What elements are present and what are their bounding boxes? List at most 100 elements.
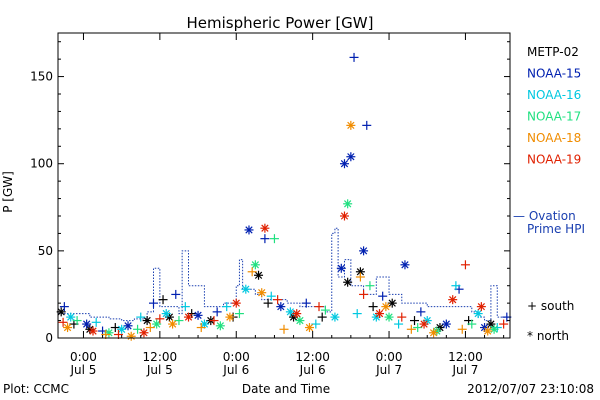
- marker-stroke: [143, 316, 151, 325]
- noaa-19-north-point: [476, 302, 486, 312]
- noaa-16-south-point: [352, 309, 362, 319]
- noaa-15-south-point: [301, 298, 311, 308]
- marker-stroke: [261, 224, 269, 232]
- chart-title: Hemispheric Power [GW]: [187, 14, 374, 32]
- plot-timestamp: 2012/07/07 23:10:08: [467, 382, 594, 396]
- noaa-18-south-point: [247, 267, 257, 277]
- marker-stroke: [343, 200, 352, 208]
- noaa-18-south-point: [406, 324, 416, 334]
- x-tick-time-label: 12:00: [295, 350, 330, 364]
- noaa-19-south-point: [273, 295, 283, 305]
- noaa-15-north-point: [441, 319, 451, 329]
- marker-stroke: [251, 261, 260, 269]
- noaa-16-south-point: [91, 317, 101, 327]
- marker-stroke: [63, 323, 72, 332]
- noaa-19-north-point: [260, 223, 270, 233]
- noaa-18-north-point: [381, 302, 391, 312]
- marker-stroke: [67, 313, 75, 321]
- noaa-17-south-point: [365, 281, 375, 291]
- marker-stroke: [331, 313, 339, 321]
- noaa-15-north-point: [123, 321, 133, 331]
- marker-stroke: [226, 313, 234, 321]
- legend-noaa-16: NOAA-16: [527, 88, 581, 102]
- noaa-16-south-point: [394, 319, 404, 329]
- noaa-16-north-point: [241, 284, 251, 294]
- legend-noaa-15: NOAA-15: [527, 67, 581, 81]
- marker-stroke: [293, 309, 301, 318]
- noaa-17-north-point: [489, 324, 499, 334]
- metp-02-north-point: [387, 298, 397, 308]
- marker-stroke: [286, 308, 295, 316]
- noaa-19-north-point: [184, 312, 194, 322]
- noaa-15-north-point: [82, 319, 92, 329]
- noaa-19-south-point: [359, 289, 369, 299]
- noaa-18-south-point: [196, 323, 206, 333]
- marker-stroke: [343, 278, 352, 286]
- noaa-18-north-point: [225, 312, 235, 322]
- metp-02-north-point: [486, 319, 496, 329]
- noaa-18-north-point: [429, 328, 439, 338]
- marker-stroke: [242, 285, 250, 293]
- metp-02-south-point: [368, 302, 378, 312]
- noaa-19-south-point: [209, 316, 219, 326]
- metp-02-south-point: [158, 295, 168, 305]
- noaa-15-south-point: [171, 289, 181, 299]
- marker-stroke: [340, 160, 349, 168]
- noaa-17-north-point: [215, 321, 225, 331]
- noaa-19-south-point: [155, 314, 165, 324]
- noaa-17-south-point: [133, 324, 143, 334]
- noaa-15-south-point: [416, 307, 426, 317]
- plot-credit: Plot: CCMC: [3, 382, 69, 396]
- marker-stroke: [449, 295, 457, 304]
- noaa-18-north-point: [304, 323, 314, 333]
- metp-02-south-point: [110, 323, 120, 333]
- noaa-18-south-point: [355, 272, 365, 282]
- marker-stroke: [258, 289, 266, 297]
- legend-noaa-17: NOAA-17: [527, 110, 581, 124]
- noaa-15-north-point: [193, 310, 203, 320]
- noaa-18-north-point: [346, 120, 356, 130]
- legend-noaa-19: NOAA-19: [527, 153, 581, 167]
- marker-stroke: [89, 327, 97, 335]
- noaa-18-south-point: [145, 323, 155, 333]
- noaa-18-north-point: [126, 331, 136, 341]
- x-tick-date-label: Jul 6: [222, 363, 249, 377]
- noaa-18-north-point: [257, 288, 267, 298]
- noaa-19-north-point: [448, 295, 458, 305]
- noaa-15-north-point: [359, 246, 369, 256]
- noaa-17-north-point: [384, 312, 394, 322]
- noaa-19-north-point: [419, 319, 429, 329]
- noaa-19-south-point: [499, 319, 509, 329]
- noaa-16-south-point: [136, 312, 146, 322]
- noaa-15-north-point: [276, 302, 286, 312]
- noaa-15-south-point: [148, 298, 158, 308]
- noaa-15-south-point: [260, 234, 270, 244]
- noaa-17-south-point: [174, 316, 184, 326]
- marker-stroke: [340, 212, 349, 220]
- x-axis-label: Date and Time: [242, 382, 330, 396]
- noaa-17-south-point: [234, 309, 244, 319]
- marker-stroke: [165, 313, 174, 321]
- x-tick-date-label: Jul 6: [299, 363, 326, 377]
- x-tick-time-label: 12:00: [448, 350, 483, 364]
- marker-stroke: [245, 226, 253, 234]
- marker-stroke: [168, 320, 177, 328]
- noaa-18-north-point: [168, 319, 178, 329]
- noaa-15-south-point: [59, 302, 69, 312]
- marker-stroke: [86, 325, 94, 333]
- noaa-16-north-point: [66, 312, 76, 322]
- noaa-18-north-point: [63, 323, 73, 333]
- marker-stroke: [474, 309, 482, 318]
- metp-02-north-point: [343, 277, 353, 287]
- marker-stroke: [484, 327, 492, 335]
- marker-stroke: [140, 329, 148, 337]
- marker-stroke: [57, 308, 65, 316]
- noaa-17-north-point: [152, 319, 162, 329]
- noaa-17-north-point: [250, 260, 260, 270]
- noaa-15-north-point: [336, 263, 346, 273]
- y-tick-label: 0: [45, 331, 53, 345]
- marker-stroke: [388, 299, 396, 307]
- x-tick-time-label: 0:00: [70, 350, 97, 364]
- marker-stroke: [216, 322, 225, 330]
